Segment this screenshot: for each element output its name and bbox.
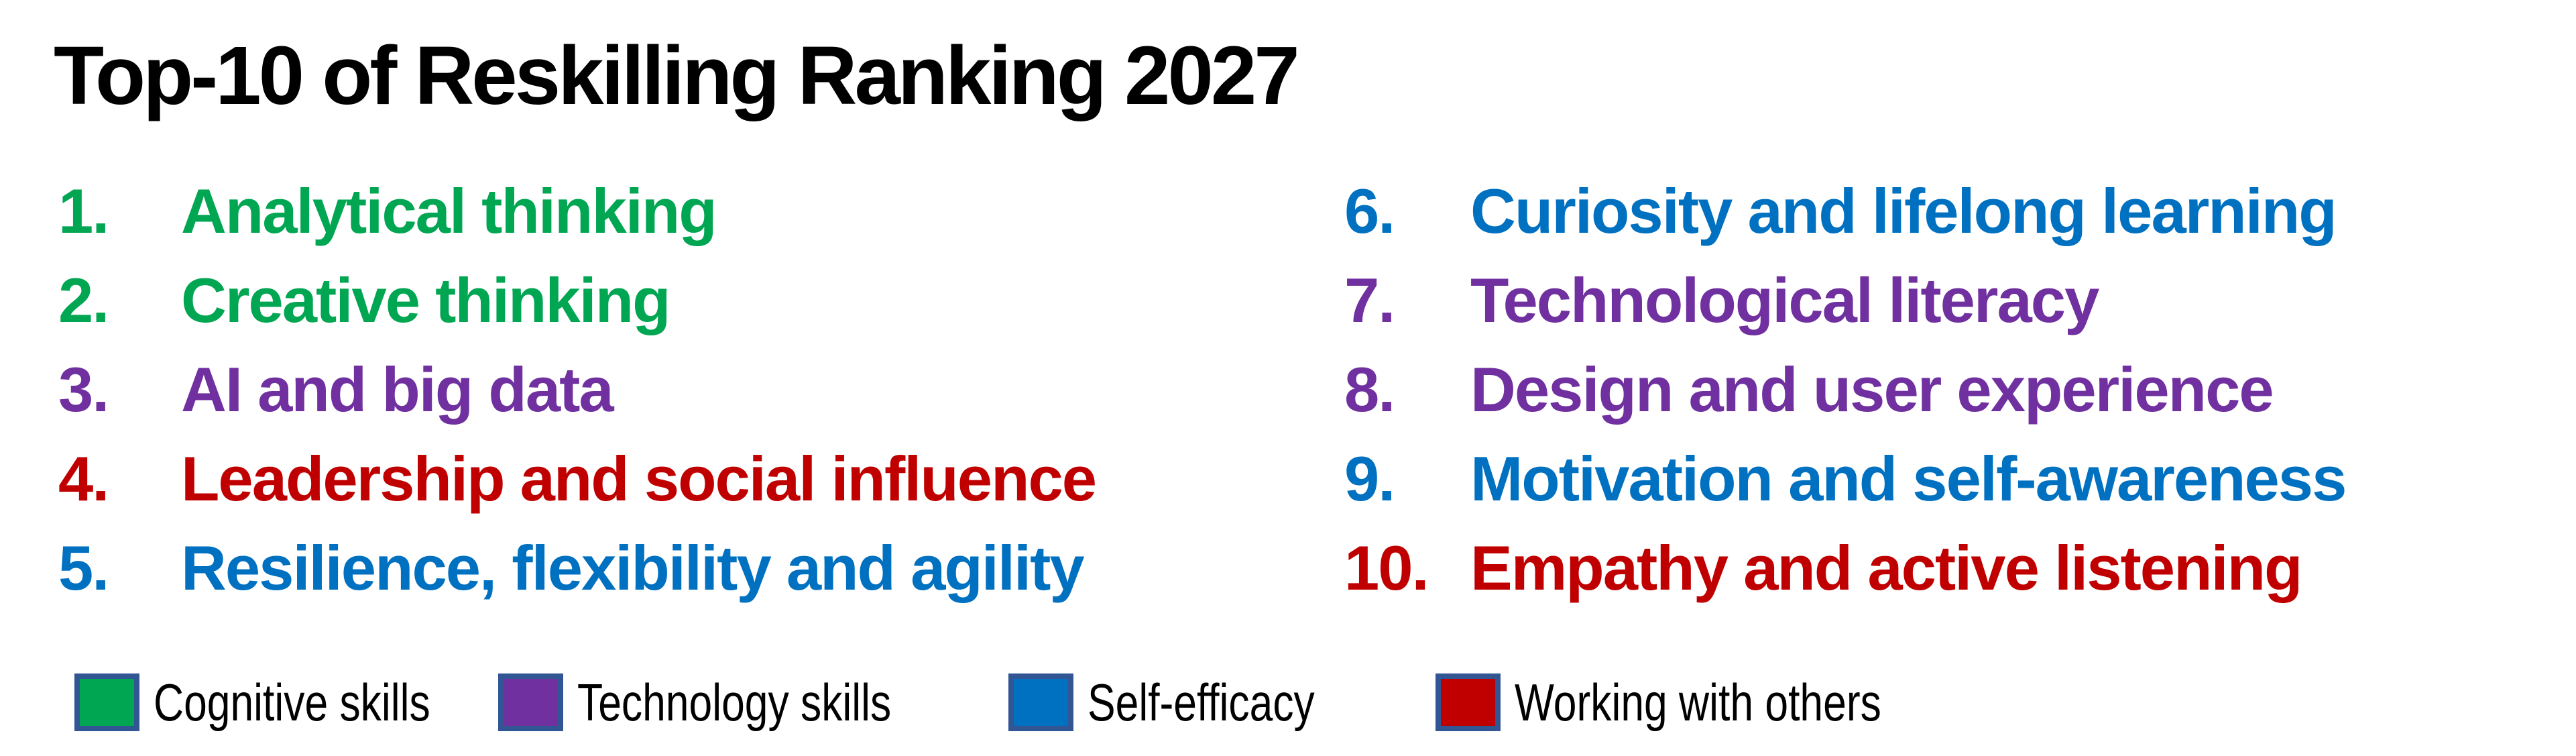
list-item-label: Curiosity and lifelong learning: [1470, 176, 2337, 246]
list-item-number: 8.: [1344, 354, 1395, 425]
list-item-label: Technological literacy: [1470, 265, 2099, 335]
legend: Cognitive skills Technology skills Self-…: [0, 673, 2576, 733]
list-item: 6. Curiosity and lifelong learning: [1344, 180, 2345, 269]
legend-label: Technology skills: [577, 673, 892, 732]
list-item-label: Design and user experience: [1470, 354, 2274, 425]
legend-color-swatch: [1008, 673, 1073, 731]
list-item-label: Creative thinking: [181, 265, 671, 335]
list-item: 9. Motivation and self-awareness: [1344, 443, 2347, 537]
list-item-label: Motivation and self-awareness: [1470, 443, 2347, 514]
list-item-label: Leadership and social influence: [181, 443, 1097, 514]
legend-color-swatch: [1436, 673, 1501, 731]
legend-item: Cognitive skills: [74, 673, 500, 731]
list-item-number: 9.: [1344, 443, 1395, 514]
list-item: 7. Technological literacy: [1344, 269, 2345, 358]
list-item-number: 3.: [58, 354, 109, 425]
legend-label: Self-efficacy: [1088, 673, 1315, 732]
list-item-number: 2.: [58, 265, 109, 335]
list-item-number: 6.: [1344, 176, 1395, 246]
list-item: 1. Analytical thinking: [58, 180, 1096, 269]
list-item: 5. Resilience, flexibility and agility: [58, 537, 1096, 626]
page-title: Top-10 of Reskilling Ranking 2027: [54, 30, 1300, 122]
list-item-number: 4.: [58, 443, 109, 514]
list-item-label: AI and big data: [181, 354, 614, 425]
ranking-column-left: 1. Analytical thinking 2. Creative thinkin…: [58, 180, 1097, 626]
list-item: 4. Leadership and social influence: [58, 443, 1097, 537]
list-item-number: 10.: [1344, 533, 1429, 603]
list-item: 3. AI and big data: [58, 358, 1096, 447]
list-item-number: 1.: [58, 176, 109, 246]
legend-item: Technology skills: [498, 673, 970, 731]
legend-item: Working with others: [1436, 673, 1973, 731]
list-item-number: 5.: [58, 533, 109, 603]
legend-label: Working with others: [1515, 673, 1881, 732]
legend-item: Self-efficacy: [1008, 673, 1371, 731]
list-item-label: Empathy and active listening: [1470, 533, 2302, 603]
legend-color-swatch: [498, 673, 563, 731]
legend-color-swatch: [74, 673, 139, 731]
list-item: 10. Empathy and active listening: [1344, 537, 2345, 626]
list-item: 2. Creative thinking: [58, 269, 1096, 358]
list-item-number: 7.: [1344, 265, 1395, 335]
list-item-label: Resilience, flexibility and agility: [181, 533, 1085, 603]
list-item-label: Analytical thinking: [181, 176, 717, 246]
legend-label: Cognitive skills: [154, 673, 430, 732]
list-item: 8. Design and user experience: [1344, 358, 2345, 447]
ranking-column-right: 6. Curiosity and lifelong learning 7. Tech…: [1344, 180, 2347, 626]
